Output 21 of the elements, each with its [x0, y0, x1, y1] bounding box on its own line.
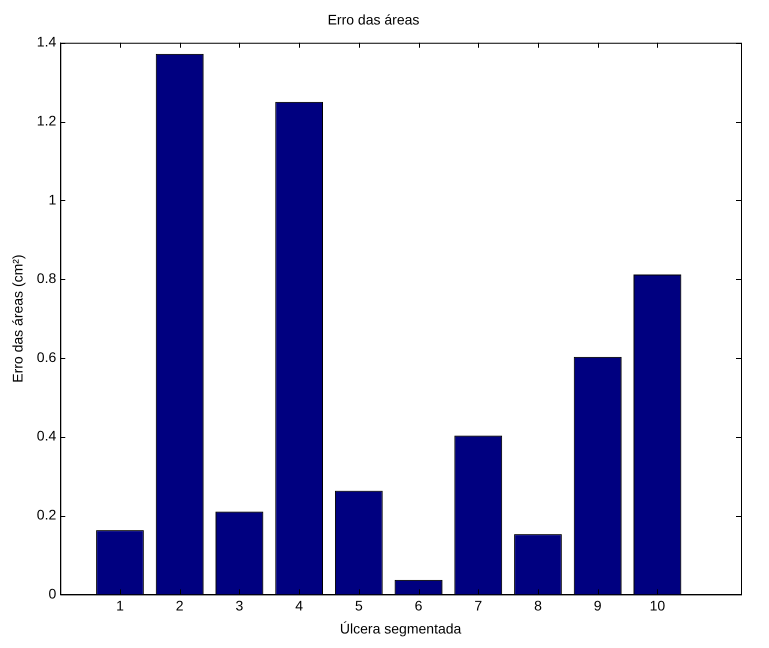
- x-tick-label: 7: [474, 598, 482, 614]
- x-tick-label: 1: [116, 598, 124, 614]
- y-tick-label: 0.2: [36, 506, 56, 522]
- y-tick-label: 0.8: [36, 270, 56, 286]
- x-tick-label: 2: [176, 598, 184, 614]
- x-tick-label: 5: [354, 598, 363, 614]
- x-tick-label: 9: [594, 598, 602, 614]
- y-tick-label: 1.2: [36, 112, 56, 128]
- x-tick-label: 8: [534, 598, 542, 614]
- y-tick-label: 0: [48, 585, 56, 602]
- x-axis-title: Úlcera segmentada: [340, 620, 462, 636]
- y-axis-title: Erro das áreas (cm²): [9, 254, 26, 383]
- y-tick-label: 1: [48, 191, 56, 208]
- y-tick-label: 1.4: [36, 34, 56, 50]
- y-tick-label: 0.4: [36, 428, 56, 444]
- x-tick-label: 3: [236, 598, 244, 614]
- y-tick-label: 0.6: [36, 348, 56, 365]
- chart-title: Erro das áreas: [328, 11, 420, 28]
- x-tick-label: 6: [414, 598, 423, 614]
- x-tick-label: 10: [650, 598, 666, 614]
- x-tick-label: 4: [295, 598, 304, 614]
